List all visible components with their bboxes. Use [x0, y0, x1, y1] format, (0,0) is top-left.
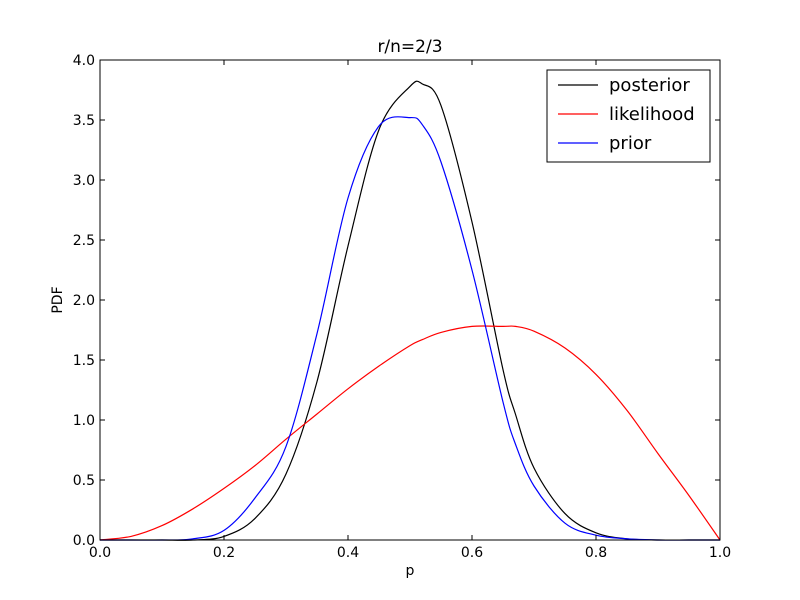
legend-label-prior: prior: [609, 133, 652, 154]
legend-label-posterior: posterior: [609, 75, 690, 96]
x-tick-label: 0.6: [461, 545, 483, 561]
y-tick-label: 3.0: [73, 173, 95, 189]
y-axis-label: PDF: [50, 286, 66, 313]
legend-label-likelihood: likelihood: [609, 104, 695, 125]
legend: posterior likelihood prior: [546, 69, 711, 163]
legend-items: posterior likelihood prior: [558, 75, 695, 154]
y-tick-label: 4.0: [73, 53, 95, 69]
y-tick-label: 2.0: [73, 293, 95, 309]
series-line-prior: [100, 116, 720, 541]
y-tick-label: 0.0: [73, 533, 95, 549]
y-tick-label: 0.5: [73, 473, 95, 489]
x-tick-label: 1.0: [709, 545, 731, 561]
x-tick-label: 0.8: [585, 545, 607, 561]
y-tick-label: 1.0: [73, 413, 95, 429]
series-line-likelihood: [99, 325, 721, 541]
x-tick-label: 0.0: [89, 545, 111, 561]
y-tick-label: 1.5: [73, 353, 95, 369]
y-tick-label: 2.5: [73, 233, 95, 249]
x-axis-label: p: [406, 563, 415, 579]
y-tick-label: 3.5: [73, 113, 95, 129]
x-tick-label: 0.2: [213, 545, 235, 561]
ticks-layer: 0.0 0.2 0.4 0.6 0.8 1.0 0.0 0.5 1.0 1.5 2.0 2.5 3.0 3…: [73, 53, 731, 561]
x-tick-label: 0.4: [337, 545, 359, 561]
chart-title: r/n=2/3: [377, 37, 442, 57]
